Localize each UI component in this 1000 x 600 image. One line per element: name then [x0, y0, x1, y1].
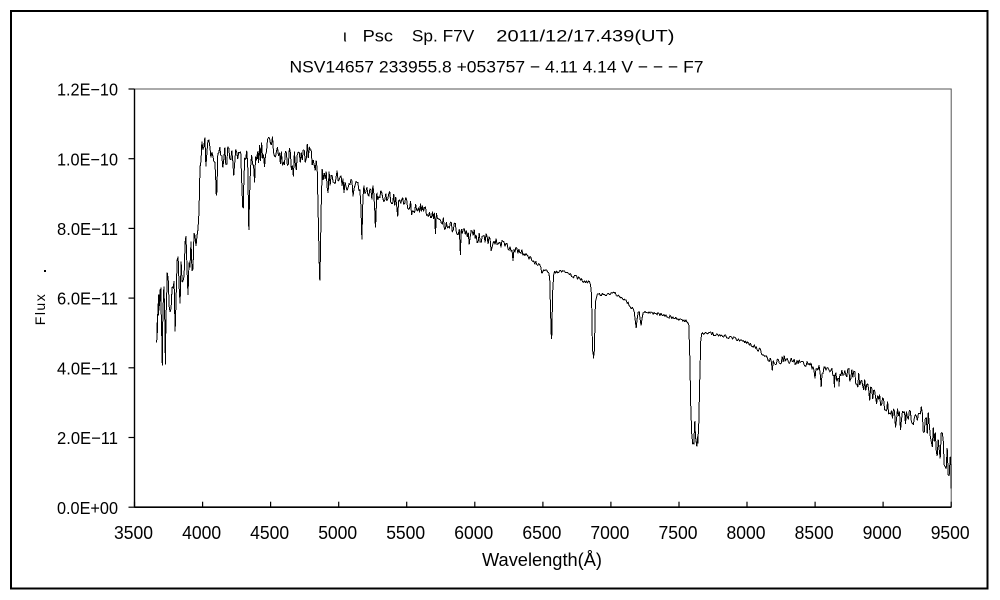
svg-text:4500: 4500	[250, 523, 289, 543]
svg-text:2011/12/17.439(UT): 2011/12/17.439(UT)	[496, 27, 674, 46]
svg-text:9500: 9500	[931, 523, 970, 543]
svg-text:1.2E−10: 1.2E−10	[57, 80, 118, 100]
svg-text:1.0E−10: 1.0E−10	[57, 149, 118, 169]
svg-text:5000: 5000	[318, 523, 357, 543]
svg-text:Flux: Flux	[32, 293, 48, 325]
svg-text:Wavelength(Å): Wavelength(Å)	[482, 550, 602, 570]
svg-text:7500: 7500	[659, 523, 698, 543]
svg-text:2.0E−11: 2.0E−11	[57, 428, 118, 448]
svg-text:8000: 8000	[727, 523, 766, 543]
svg-text:0.0E+00: 0.0E+00	[57, 498, 118, 518]
svg-text:6.0E−11: 6.0E−11	[57, 289, 118, 309]
svg-text:6000: 6000	[454, 523, 493, 543]
svg-text:8.0E−11: 8.0E−11	[57, 219, 118, 239]
svg-text:Sp. F7V: Sp. F7V	[412, 27, 475, 46]
svg-text:4.0E−11: 4.0E−11	[57, 358, 118, 378]
svg-text:7000: 7000	[590, 523, 629, 543]
svg-text:ι: ι	[343, 27, 347, 46]
svg-text:4000: 4000	[182, 523, 221, 543]
svg-text:8500: 8500	[795, 523, 834, 543]
svg-text:6500: 6500	[522, 523, 561, 543]
svg-text:NSV14657 233955.8 +053757 − 4.: NSV14657 233955.8 +053757 − 4.11 4.14 V …	[290, 57, 704, 76]
svg-text:9000: 9000	[863, 523, 902, 543]
svg-text:3500: 3500	[114, 523, 153, 543]
svg-text:5500: 5500	[386, 523, 425, 543]
svg-text:Psc: Psc	[363, 27, 394, 46]
